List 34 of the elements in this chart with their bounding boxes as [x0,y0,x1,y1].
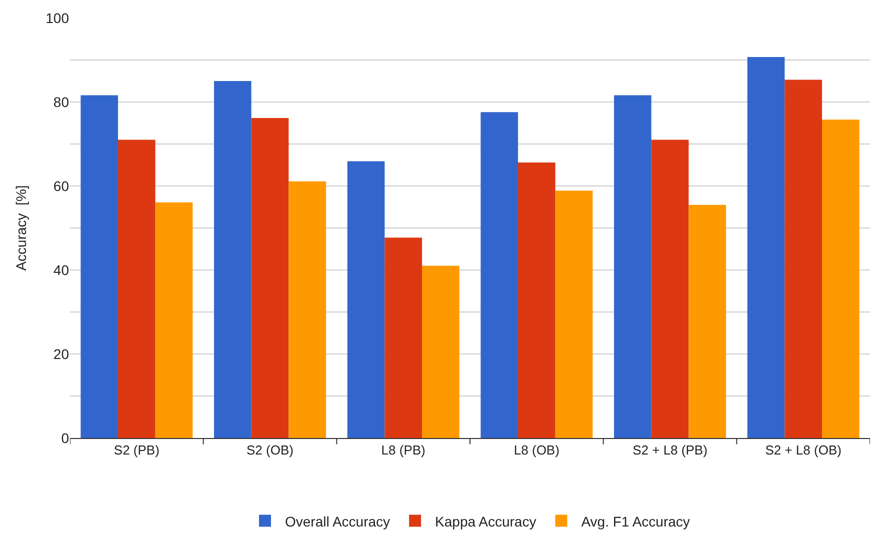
y-tick-label: 60 [53,178,70,194]
x-tick-label: S2 (PB) [114,442,160,458]
y-axis-title: Accuracy [%] [13,185,30,271]
y-tick-label: 80 [53,94,70,110]
bar [688,204,726,438]
legend-label: Avg. F1 Accuracy [581,513,690,530]
bar [347,161,385,438]
bar [422,266,460,438]
legend-label: Overall Accuracy [285,513,390,530]
bar [251,118,289,438]
x-tick-label: S2 + L8 (OB) [765,442,842,458]
bar [288,181,326,438]
bar [480,112,518,438]
bar [518,162,556,438]
y-tick-label: 20 [53,346,70,362]
x-tick-label: S2 (OB) [246,442,294,458]
x-tick-label: S2 + L8 (PB) [632,442,708,458]
bar [214,81,252,438]
bar [384,238,422,438]
bar [555,190,593,438]
bar [651,140,689,438]
bar [822,120,860,438]
x-tick-label: L8 (PB) [381,442,426,458]
bar [747,57,785,438]
bar [614,95,652,438]
bar [155,202,193,438]
bar [784,80,822,438]
bar [80,95,118,438]
y-tick-label: 100 [46,10,70,26]
y-tick-label: 40 [53,262,70,278]
y-tick-label: 0 [61,430,70,446]
bar [118,140,156,438]
legend-label: Kappa Accuracy [435,513,536,530]
x-tick-label: L8 (OB) [514,442,560,458]
